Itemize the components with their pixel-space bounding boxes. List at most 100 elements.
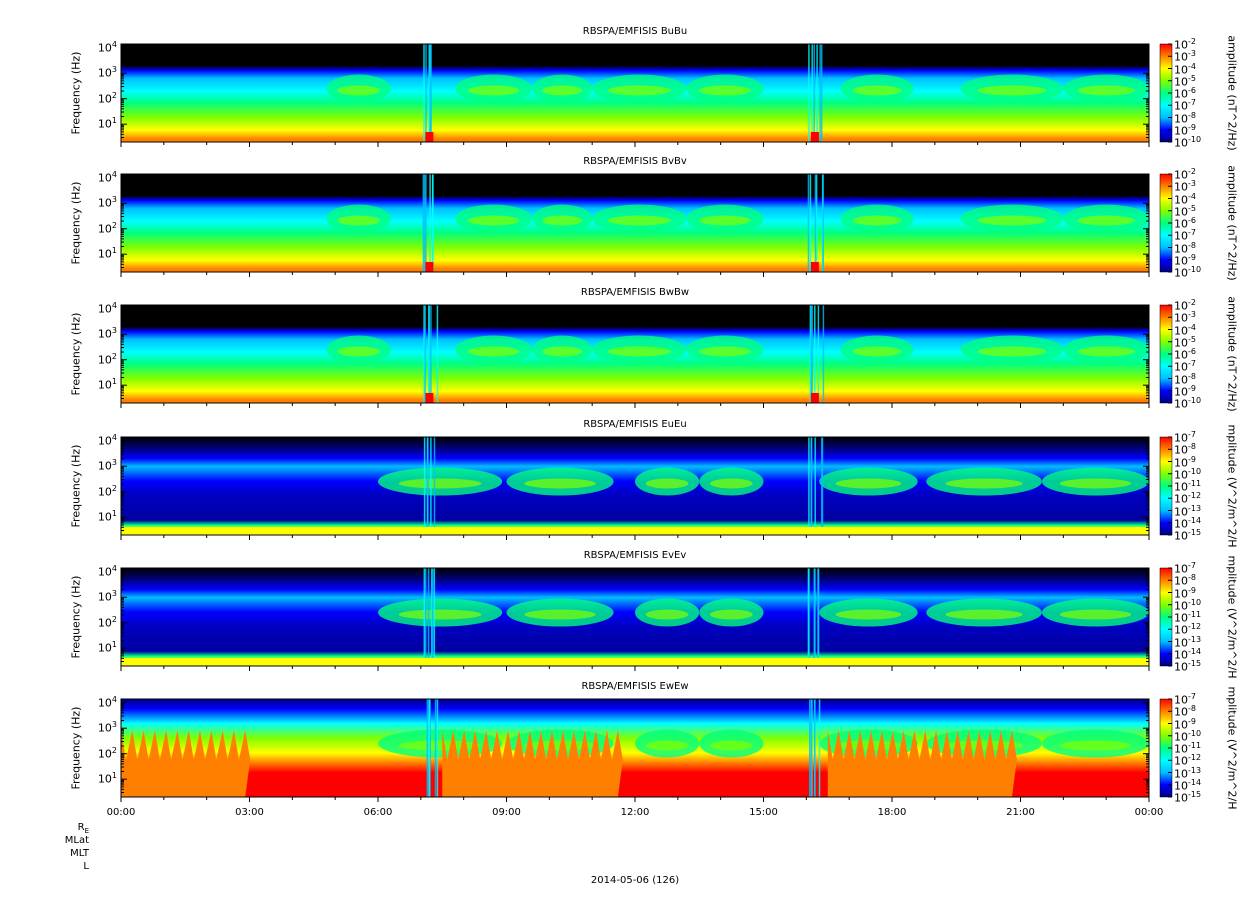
y-tick-label: 104 xyxy=(97,300,117,316)
emission-core xyxy=(835,609,902,620)
spike-line xyxy=(429,174,431,272)
y-axis-label: Frequency (Hz) xyxy=(69,181,83,265)
colorbar-tick-label: 10-2 xyxy=(1174,167,1196,182)
spike-line xyxy=(431,568,434,666)
y-tick-label: 102 xyxy=(97,614,117,630)
emission-core xyxy=(524,609,596,620)
spike-line xyxy=(423,568,426,666)
emission-core xyxy=(524,478,596,489)
panel-title: RBSPA/EMFISIS BwBw xyxy=(580,287,690,298)
colorbar-tick-label: 10-3 xyxy=(1174,49,1196,64)
colorbar-tick-label: 10-10 xyxy=(1174,728,1202,744)
colorbar-tick-label: 10-3 xyxy=(1174,179,1196,194)
x-tick-label: 12:00 xyxy=(620,807,650,818)
colorbar-tick-label: 10-15 xyxy=(1174,528,1202,543)
ephemeris-label: MLT xyxy=(70,848,89,859)
spike-line xyxy=(814,305,816,403)
spectrogram-panel-3 xyxy=(120,304,1173,408)
spike-line xyxy=(818,699,821,797)
emission-core xyxy=(467,346,520,357)
spike-core xyxy=(810,132,819,142)
emission-core xyxy=(709,740,753,751)
emission-core xyxy=(852,85,902,96)
spike-line xyxy=(820,44,823,142)
emission-core xyxy=(1077,85,1135,96)
emission-core xyxy=(977,346,1047,357)
spike-line xyxy=(808,44,810,142)
colorbar-tick-label: 10-14 xyxy=(1174,777,1202,793)
y-tick-label: 102 xyxy=(97,483,117,499)
x-tick-label: 00:00 xyxy=(1134,807,1164,818)
emission-core xyxy=(945,478,1023,489)
x-tick-label: 09:00 xyxy=(492,807,521,818)
y-tick-label: 104 xyxy=(97,563,117,579)
emission-core xyxy=(852,346,902,357)
emission-core xyxy=(977,215,1047,226)
y-tick-label: 101 xyxy=(97,509,117,524)
spike-line xyxy=(808,437,810,535)
x-tick-label: 06:00 xyxy=(363,807,393,818)
panel-title: RBSPA/EMFISIS EwEw xyxy=(581,681,689,692)
colorbar-tick-label: 10-13 xyxy=(1174,503,1202,519)
colorbar-tick-label: 10-4 xyxy=(1174,322,1196,338)
colorbar-tick-label: 10-12 xyxy=(1174,491,1202,506)
ephemeris-label: L xyxy=(83,861,89,872)
y-tick-label: 101 xyxy=(97,246,117,261)
colorbar-tick-label: 10-9 xyxy=(1174,585,1196,601)
emission-core xyxy=(852,215,902,226)
emission-core xyxy=(542,346,583,357)
y-tick-label: 101 xyxy=(97,640,117,655)
spike-line xyxy=(811,305,813,403)
emission-core xyxy=(337,346,381,357)
y-tick-label: 104 xyxy=(97,39,117,55)
y-axis-label: Frequency (Hz) xyxy=(69,706,83,790)
spike-line xyxy=(429,44,432,142)
emission-core xyxy=(1059,740,1132,751)
spike-line xyxy=(817,568,819,666)
spike-line xyxy=(431,568,433,666)
colorbar-tick-label: 10-8 xyxy=(1174,704,1196,719)
y-tick-label: 104 xyxy=(97,432,117,448)
colorbar-tick-label: 10-4 xyxy=(1174,61,1196,77)
colorbar-tick-label: 10-13 xyxy=(1174,634,1202,650)
emission-core xyxy=(699,346,751,357)
emission-core xyxy=(467,85,520,96)
emission-core xyxy=(398,740,482,751)
emission-core xyxy=(699,215,751,226)
y-tick-label: 104 xyxy=(97,694,117,710)
emission-core xyxy=(977,85,1047,96)
colorbar-tick-label: 10-7 xyxy=(1174,561,1196,576)
emission-core xyxy=(699,85,751,96)
emission-core xyxy=(607,215,671,226)
spike-line xyxy=(423,44,425,142)
spike-line xyxy=(433,568,436,666)
spike-line xyxy=(425,174,427,272)
spike-line xyxy=(436,305,439,403)
emission-core xyxy=(398,609,482,620)
y-axis-label: Frequency (Hz) xyxy=(69,444,83,528)
spike-line xyxy=(427,437,429,535)
spike-line xyxy=(423,437,426,535)
spike-line xyxy=(821,437,823,535)
colorbar-label: mplitude (V^2/m^2/H xyxy=(1225,555,1239,679)
colorbar-tick-label: 10-10 xyxy=(1174,466,1202,482)
colorbar-tick-label: 10-12 xyxy=(1174,753,1202,768)
colorbar-tick-label: 10-7 xyxy=(1174,692,1196,707)
spike-line xyxy=(814,174,817,272)
emission-core xyxy=(1059,478,1132,489)
colorbar-tick-label: 10-9 xyxy=(1174,383,1196,399)
panel-title: RBSPA/EMFISIS BvBv xyxy=(583,156,687,167)
emission-core xyxy=(1077,346,1135,357)
y-axis-label: Frequency (Hz) xyxy=(69,51,83,135)
harmonic-comb xyxy=(442,730,623,797)
spike-line xyxy=(813,568,815,666)
spectrogram-panel-1 xyxy=(120,43,1173,147)
colorbar-tick-label: 10-7 xyxy=(1174,98,1196,113)
colorbar-label: amplitude (nT^2/Hz) xyxy=(1225,296,1239,412)
colorbar-tick-label: 10-14 xyxy=(1174,515,1202,531)
spike-line xyxy=(814,437,816,535)
spike-line xyxy=(813,44,815,142)
y-tick-label: 103 xyxy=(97,720,117,735)
spike-line xyxy=(432,174,434,272)
date-label: 2014-05-06 (126) xyxy=(590,875,680,886)
